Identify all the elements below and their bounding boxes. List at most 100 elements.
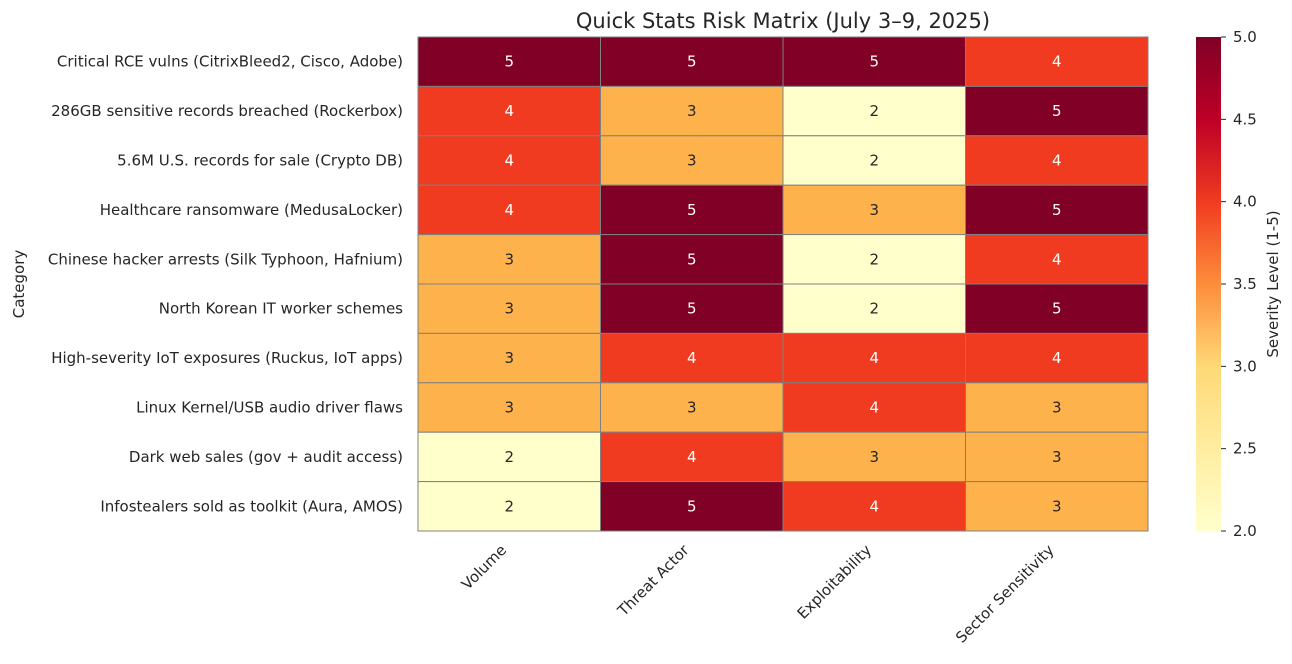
cell-value-label: 4 xyxy=(1052,152,1062,170)
cell-value-label: 3 xyxy=(504,250,514,268)
cell-value-label: 4 xyxy=(504,201,514,219)
heatmap-cell xyxy=(417,234,601,285)
cell-value-label: 4 xyxy=(1052,53,1062,71)
y-tick-label: Chinese hacker arrests (Silk Typhoon, Ha… xyxy=(48,250,403,268)
heatmap-cell xyxy=(417,382,601,433)
chart-title: Quick Stats Risk Matrix (July 3–9, 2025) xyxy=(576,9,990,33)
cell-value-label: 5 xyxy=(687,300,697,318)
y-tick-label: Critical RCE vulns (CitrixBleed2, Cisco,… xyxy=(57,53,403,71)
y-tick-label: 5.6M U.S. records for sale (Crypto DB) xyxy=(117,152,403,170)
cell-value-label: 3 xyxy=(869,448,879,466)
cell-value-label: 3 xyxy=(687,102,697,120)
colorbar-ticks: 2.0 2.5 3.0 3.5 4.0 4.5 5.0 xyxy=(1221,28,1257,540)
colorbar-tick-label: 3.0 xyxy=(1233,357,1257,375)
heatmap-cell xyxy=(965,36,1149,87)
colorbar-tick-label: 4.5 xyxy=(1233,110,1257,128)
cell-value-label: 3 xyxy=(504,399,514,417)
colorbar-label: Severity Level (1-5) xyxy=(1264,210,1282,357)
x-tick-label: Threat Actor xyxy=(613,541,693,621)
heatmap-cell xyxy=(965,332,1149,384)
cell-value-label: 3 xyxy=(504,300,514,318)
y-axis-label: Category xyxy=(10,250,28,319)
heatmap-cells xyxy=(417,36,1149,532)
cell-value-label: 5 xyxy=(687,201,697,219)
heatmap-cell xyxy=(965,234,1149,285)
cell-value-label: 4 xyxy=(869,399,879,417)
cell-value-label: 4 xyxy=(504,102,514,120)
heatmap-cell xyxy=(417,332,601,384)
cell-value-label: 5 xyxy=(687,250,697,268)
cell-value-label: 3 xyxy=(687,399,697,417)
colorbar-tick-label: 5.0 xyxy=(1233,28,1257,46)
y-tick-label: High-severity IoT exposures (Ruckus, IoT… xyxy=(51,349,403,367)
cell-value-label: 5 xyxy=(504,53,514,71)
colorbar-tick-label: 2.5 xyxy=(1233,440,1257,458)
cell-value-label: 2 xyxy=(504,448,514,466)
cell-value-label: 4 xyxy=(687,349,697,367)
cell-value-label: 5 xyxy=(687,497,697,515)
cell-value-label: 3 xyxy=(869,201,879,219)
heatmap-cell xyxy=(782,382,966,433)
heatmap-cell xyxy=(417,481,601,532)
x-tick-label: Exploitability xyxy=(794,541,876,623)
heatmap-cell xyxy=(600,85,784,137)
heatmap-cell xyxy=(965,283,1149,334)
colorbar-tick-label: 4.0 xyxy=(1233,193,1257,211)
cell-value-label: 2 xyxy=(869,250,879,268)
cell-value-label: 3 xyxy=(1052,448,1062,466)
cell-value-label: 3 xyxy=(687,152,697,170)
heatmap-cell xyxy=(600,36,784,87)
heatmap-cell xyxy=(965,135,1149,186)
heatmap-cell xyxy=(600,135,784,186)
x-tick-labels: Volume Threat Actor Exploitability Sector S… xyxy=(458,541,1058,647)
cell-value-label: 3 xyxy=(1052,399,1062,417)
cell-value-label: 4 xyxy=(869,349,879,367)
heatmap-cell xyxy=(417,85,601,137)
y-tick-label: Infostealers sold as toolkit (Aura, AMOS… xyxy=(100,497,403,515)
cell-value-label: 4 xyxy=(687,448,697,466)
cell-value-label: 4 xyxy=(869,497,879,515)
cell-value-label: 4 xyxy=(504,152,514,170)
heatmap-cell xyxy=(782,283,966,334)
y-tick-label: North Korean IT worker schemes xyxy=(159,300,403,318)
heatmap-cell xyxy=(965,431,1149,483)
heatmap-cell xyxy=(417,283,601,334)
heatmap-cell xyxy=(782,481,966,532)
heatmap-cell xyxy=(600,481,784,532)
colorbar: 2.0 2.5 3.0 3.5 4.0 4.5 5.0 Severity Level (1-… xyxy=(1196,28,1282,540)
cell-value-label: 3 xyxy=(1052,497,1062,515)
cell-value-label: 5 xyxy=(1052,102,1062,120)
colorbar-tick-label: 3.5 xyxy=(1233,275,1257,293)
y-tick-label: Healthcare ransomware (MedusaLocker) xyxy=(100,201,403,219)
x-tick-label: Sector Sensitivity xyxy=(952,541,1058,647)
cell-value-label: 2 xyxy=(869,102,879,120)
cell-value-label: 2 xyxy=(504,497,514,515)
heatmap-cell xyxy=(965,85,1149,137)
cell-value-labels: 5 5 5 4 4 3 2 5 4 3 2 4 4 5 3 5 3 5 2 4 3 5 2 5 3 4 4 4 3 3 4 3 2 4 3 3 2 5 4 3 xyxy=(504,53,1061,516)
heatmap-cell xyxy=(417,184,601,236)
heatmap-cell xyxy=(782,332,966,384)
cell-value-label: 5 xyxy=(687,53,697,71)
y-tick-label: 286GB sensitive records breached (Rocker… xyxy=(51,102,403,120)
cell-value-label: 5 xyxy=(1052,300,1062,318)
cell-value-label: 4 xyxy=(1052,250,1062,268)
heatmap-cell xyxy=(600,283,784,334)
y-tick-label: Dark web sales (gov + audit access) xyxy=(129,448,403,466)
cell-value-label: 4 xyxy=(1052,349,1062,367)
heatmap-cell xyxy=(600,184,784,236)
heatmap-cell xyxy=(782,431,966,483)
heatmap-cell xyxy=(782,36,966,87)
y-tick-label: Linux Kernel/USB audio driver flaws xyxy=(136,399,403,417)
colorbar-tick-label: 2.0 xyxy=(1233,522,1257,540)
heatmap-cell xyxy=(965,184,1149,236)
x-tick-label: Volume xyxy=(458,541,510,593)
heatmap-cell xyxy=(417,36,601,87)
colorbar-gradient xyxy=(1196,37,1221,531)
heatmap-cell xyxy=(600,234,784,285)
heatmap-cell xyxy=(965,481,1149,532)
cell-value-label: 5 xyxy=(1052,201,1062,219)
cell-value-label: 3 xyxy=(504,349,514,367)
cell-value-label: 2 xyxy=(869,300,879,318)
y-tick-labels: Critical RCE vulns (CitrixBleed2, Cisco,… xyxy=(48,53,403,516)
cell-value-label: 2 xyxy=(869,152,879,170)
